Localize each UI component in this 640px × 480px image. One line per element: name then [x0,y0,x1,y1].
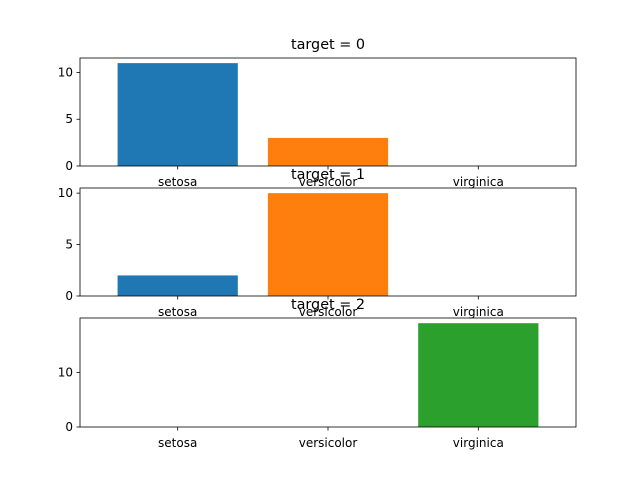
subplot-2: 0 10 setosa versicolor virginica target = 2 [58,297,577,450]
y-tick-label: 0 [65,420,73,434]
x-tick-label-setosa: setosa [158,436,197,450]
x-tick-label-setosa: setosa [158,175,197,189]
x-tick-label-versicolor: versicolor [299,175,358,189]
y-tick-label: 5 [65,238,73,252]
bar-setosa [117,63,238,167]
bar-virginica [418,323,539,427]
x-tick-label-virginica: virginica [453,305,504,319]
x-tick-label-versicolor: versicolor [299,305,358,319]
subplot-0: 0 5 10 setosa versicolor virginica target = 0 [58,37,577,189]
x-tick-label-virginica: virginica [453,436,504,450]
bar-versicolor [267,193,389,296]
subplot-title: target = 1 [291,167,365,183]
y-tick-label: 0 [65,159,73,173]
subplot-1: 0 5 10 setosa versicolor virginica target = 1 [58,167,577,319]
y-tick-label: 10 [58,365,73,379]
y-tick-label: 10 [58,186,73,200]
x-tick-label-setosa: setosa [158,305,197,319]
bar-setosa [117,275,238,296]
bar-versicolor [267,137,389,166]
x-tick-label-versicolor: versicolor [299,436,358,450]
subplot-title: target = 2 [291,297,365,313]
y-tick-label: 5 [65,112,73,126]
y-tick-label: 0 [65,289,73,303]
x-tick-label-virginica: virginica [453,175,504,189]
y-tick-label: 10 [58,65,73,79]
subplot-title: target = 0 [291,37,365,53]
